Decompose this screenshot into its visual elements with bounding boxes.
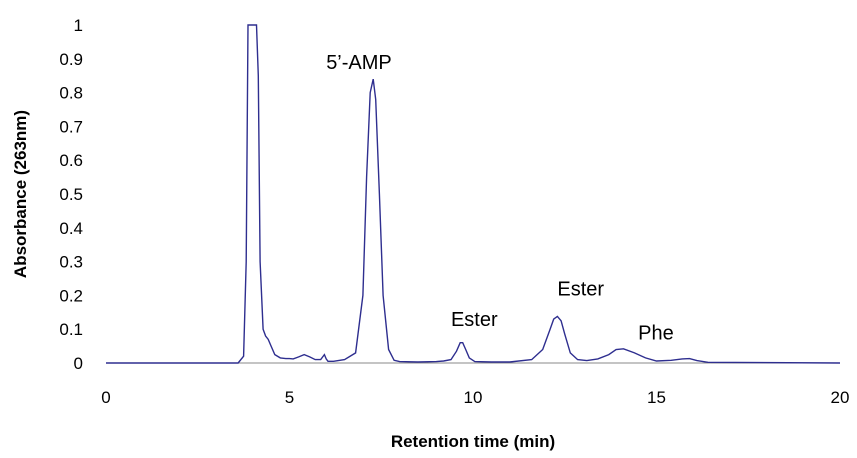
peak-label: 5’-AMP <box>326 52 392 74</box>
peak-annotations: 5’-AMP Ester Ester Phe <box>326 52 674 344</box>
y-tick-label: 0 <box>74 354 83 373</box>
peak-label: Phe <box>638 322 674 344</box>
y-tick-label: 0.2 <box>59 286 83 305</box>
peak-label: Ester <box>451 309 498 331</box>
x-tick-label: 20 <box>831 388 850 407</box>
peak-label: Ester <box>557 278 604 300</box>
absorbance-series-line <box>106 24 841 364</box>
y-axis-title: Absorbance (263nm) <box>11 110 30 278</box>
x-axis-title: Retention time (min) <box>391 432 555 451</box>
x-tick-label: 10 <box>464 388 483 407</box>
y-axis-ticks: 0 0.1 0.2 0.3 0.4 0.5 0.6 0.7 0.8 0.9 1 <box>59 16 83 373</box>
x-axis-ticks: 0 5 10 15 20 <box>101 388 849 407</box>
y-tick-label: 0.6 <box>59 151 83 170</box>
y-tick-label: 0.5 <box>59 185 83 204</box>
y-tick-label: 0.4 <box>59 219 83 238</box>
y-tick-label: 0.9 <box>59 50 83 69</box>
y-tick-label: 0.3 <box>59 253 83 272</box>
x-tick-label: 15 <box>647 388 666 407</box>
y-tick-label: 0.1 <box>59 320 83 339</box>
y-tick-label: 0.7 <box>59 117 83 136</box>
y-tick-label: 1 <box>74 16 83 35</box>
x-tick-label: 5 <box>285 388 294 407</box>
y-tick-label: 0.8 <box>59 84 83 103</box>
x-tick-label: 0 <box>101 388 110 407</box>
